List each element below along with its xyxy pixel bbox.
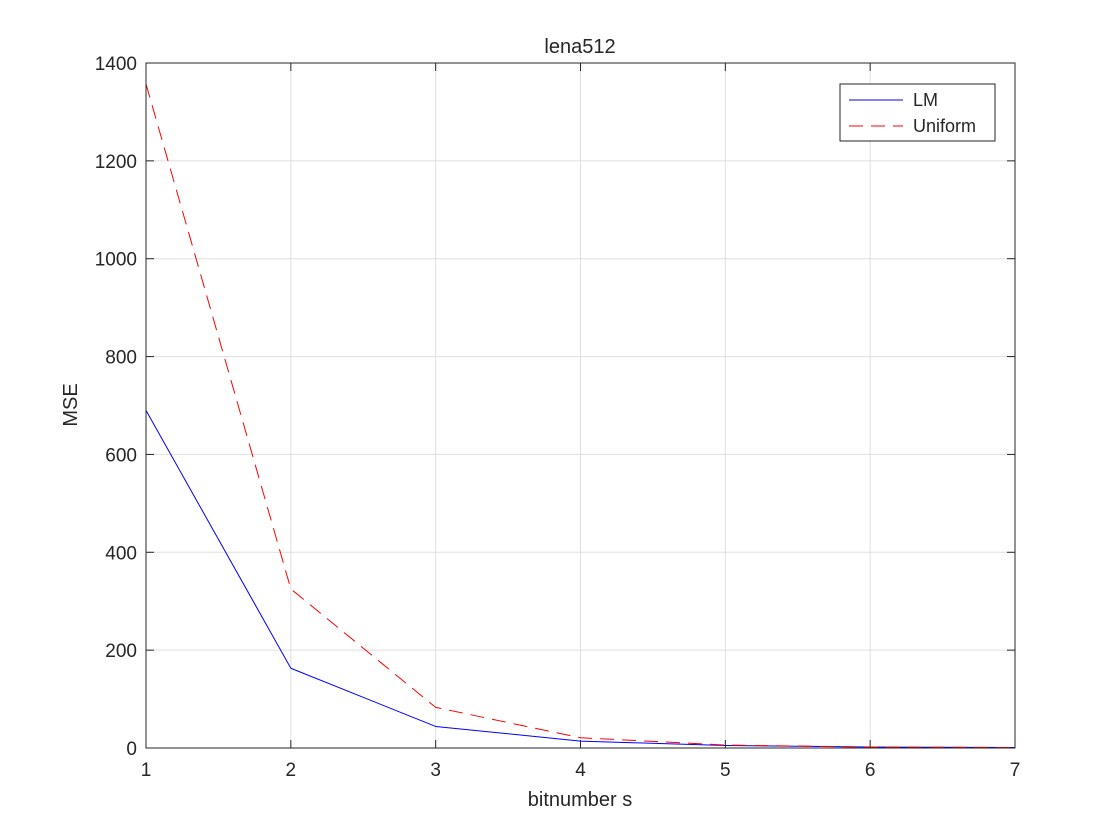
x-tick-label: 2: [286, 760, 297, 781]
x-tick-label: 6: [865, 760, 876, 781]
y-axis-label: MSE: [60, 383, 82, 426]
chart-title: lena512: [544, 36, 615, 58]
legend: LM Uniform: [839, 83, 996, 142]
y-tick-label: 800: [105, 348, 137, 369]
y-tick-label: 1000: [95, 250, 137, 271]
y-tick-label: 1400: [95, 54, 137, 75]
grid-lines: [146, 63, 1015, 748]
legend-box: [839, 83, 996, 142]
y-tick-label: 600: [105, 445, 137, 466]
x-tick-label: 3: [430, 760, 441, 781]
x-tick-label: 5: [720, 760, 731, 781]
legend-label-lm: LM: [913, 90, 938, 110]
legend-label-uniform: Uniform: [913, 116, 976, 136]
x-tick-label: 1: [141, 760, 152, 781]
x-axis-label: bitnumber s: [528, 789, 633, 811]
y-tick-label: 400: [105, 543, 137, 564]
y-tick-label: 200: [105, 641, 137, 662]
y-tick-label: 0: [126, 739, 137, 760]
x-tick-label: 4: [575, 760, 586, 781]
x-tick-label: 7: [1010, 760, 1021, 781]
y-tick-label: 1200: [95, 152, 137, 173]
axis-ticks: 1 2 3 4 5 6 7 0 200 400 600 800 1000 1200 1400: [95, 54, 1021, 781]
